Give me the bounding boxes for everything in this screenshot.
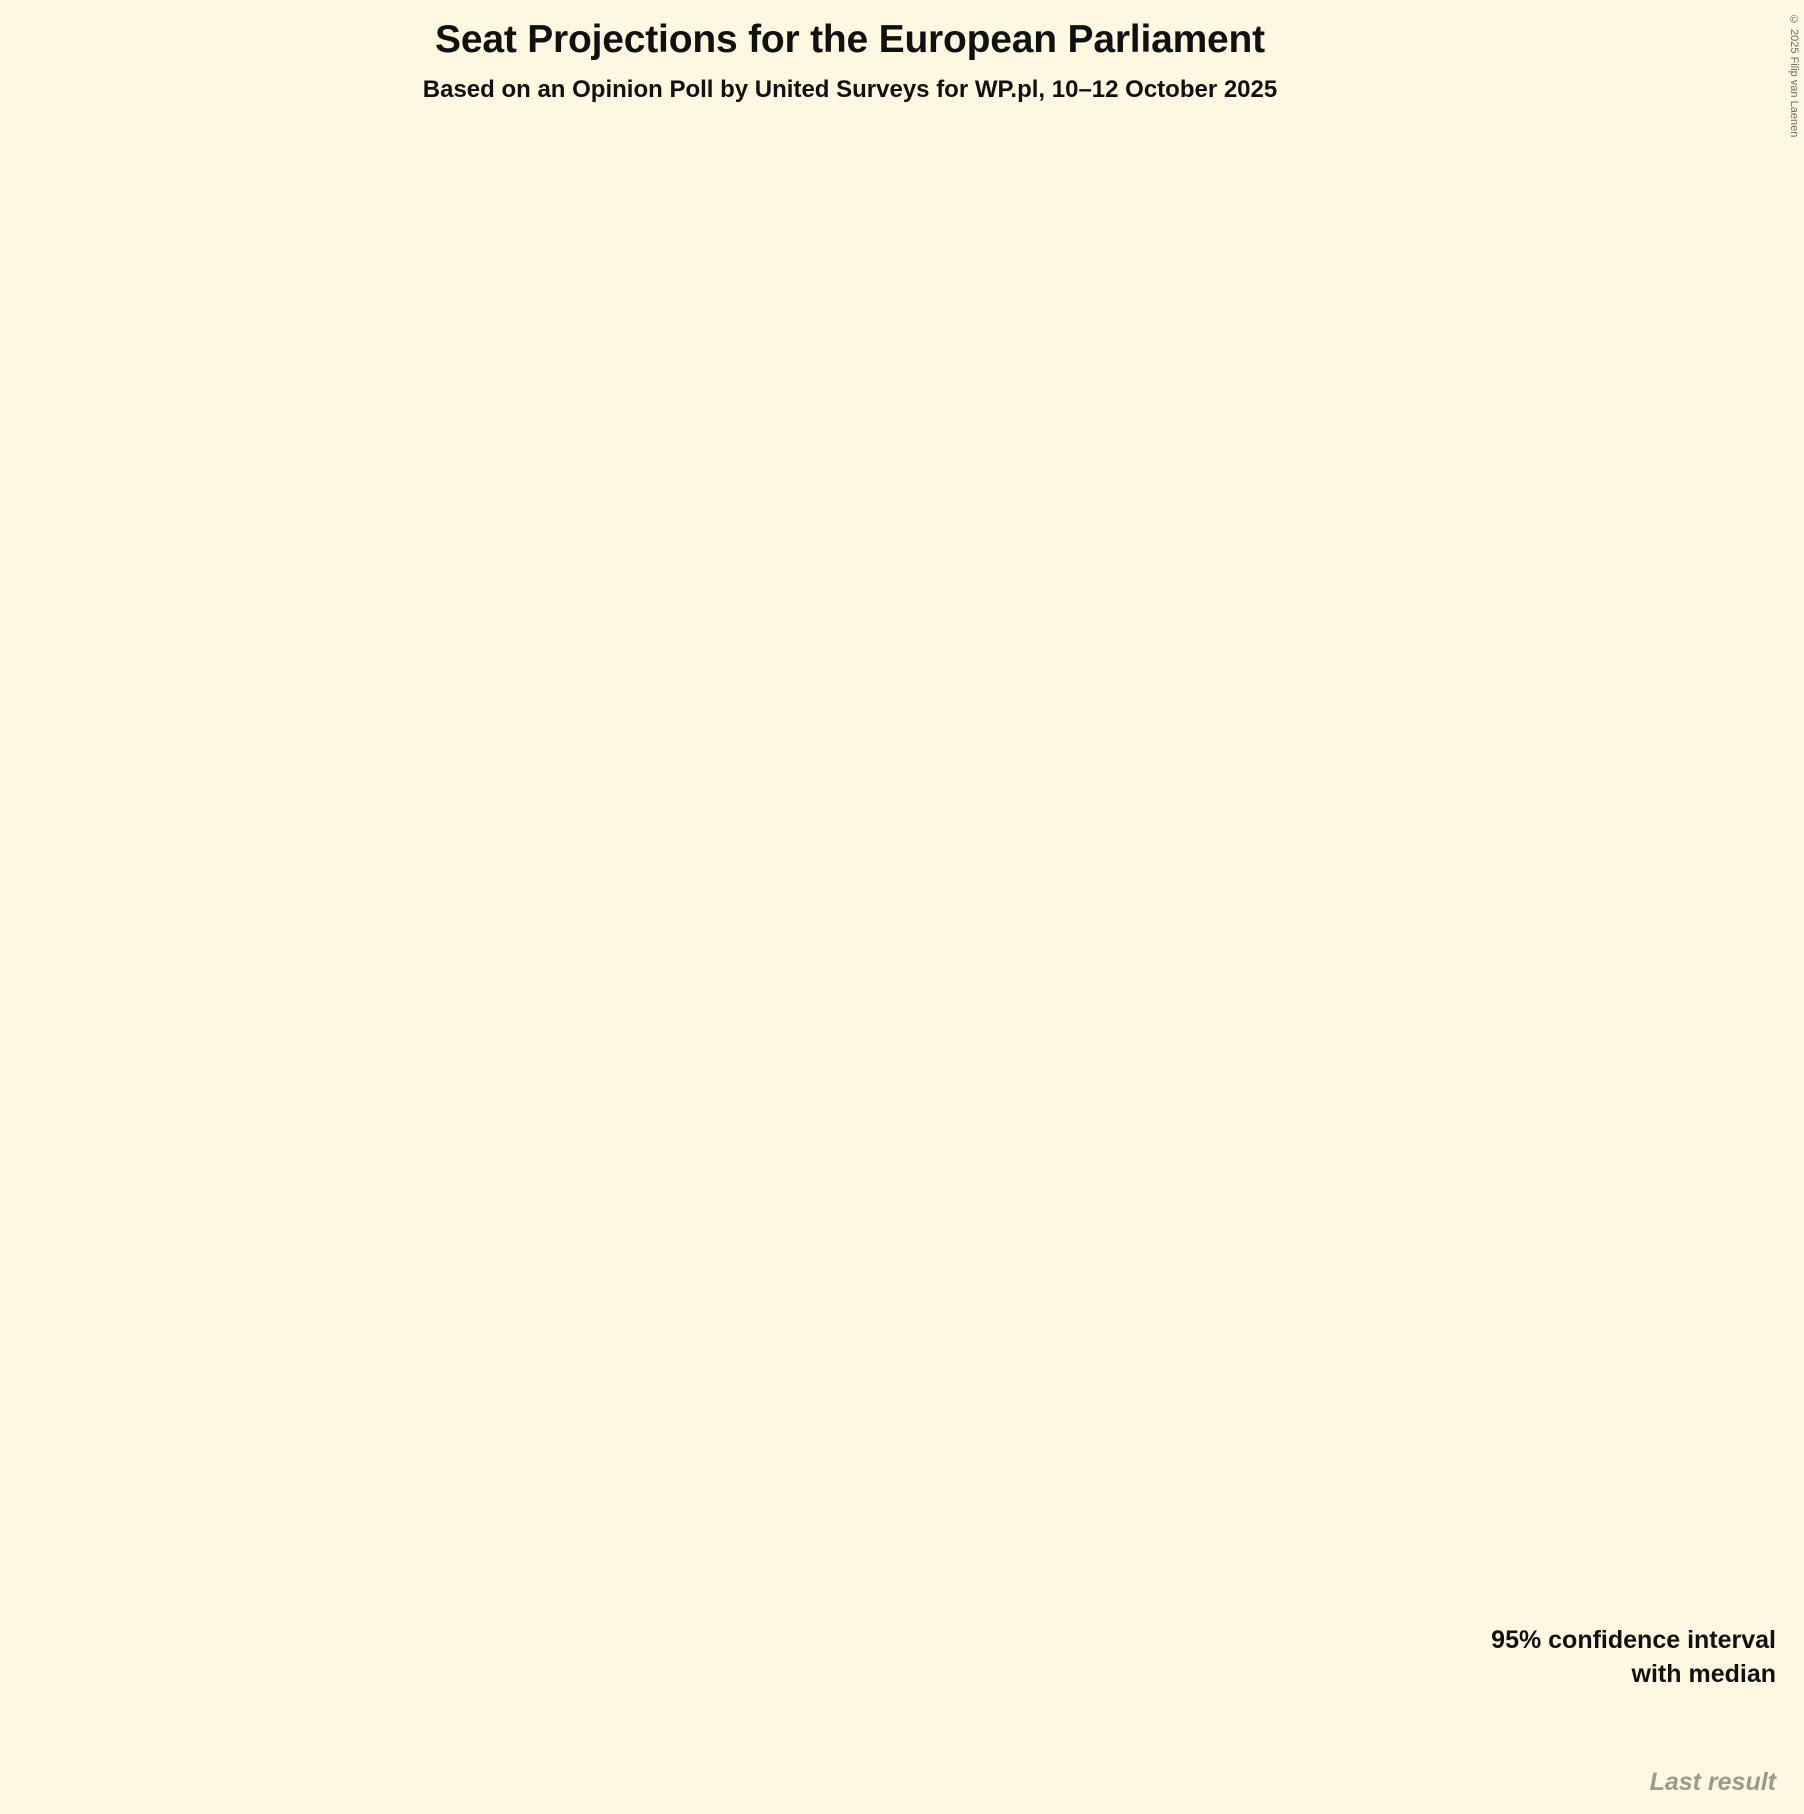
chart-subtitle: Based on an Opinion Poll by United Surve…	[422, 76, 1278, 103]
legend-line1: 95% confidence interval	[1491, 1626, 1776, 1654]
legend-line2: with median	[1631, 1660, 1776, 1688]
chart-title: Seat Projections for the European Parlia…	[435, 18, 1265, 61]
copyright-notice: © 2025 Filip van Laenen	[1788, 14, 1800, 138]
legend-last-result-label: Last result	[1649, 1768, 1776, 1796]
